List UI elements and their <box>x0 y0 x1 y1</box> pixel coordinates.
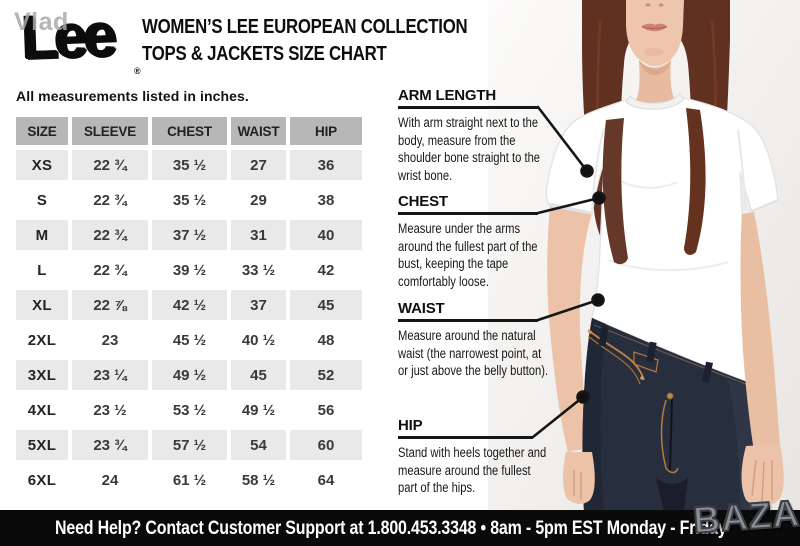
lee-logo: Lee ® <box>20 0 141 82</box>
page-title: WOMEN’S LEE EUROPEAN COLLECTION TOPS & J… <box>142 14 529 68</box>
table-row: 6XL 24 61 ½ 58 ½ 64 <box>16 465 363 495</box>
model-right-arm <box>740 212 780 452</box>
cell-chest: 45 ½ <box>172 331 207 349</box>
guide-section-hip: HIP Stand with heels together and measur… <box>398 418 556 497</box>
cell-sleeve: 23 ¾ <box>72 430 148 460</box>
table-row: L 22 ¾ 39 ½ 33 ½ 42 <box>16 255 363 285</box>
cell-size: 5XL <box>16 430 68 460</box>
cell-chest: 39 ½ <box>172 261 207 279</box>
col-header-sleeve: SLEEVE <box>72 117 148 145</box>
cell-waist: 40 ½ <box>241 331 276 349</box>
cell-size: 6XL <box>27 471 57 489</box>
cell-sleeve: 22 ¾ <box>72 150 148 180</box>
cell-hip: 40 <box>290 220 362 250</box>
guide-section-waist: WAIST Measure around the natural waist (… <box>398 301 556 380</box>
guide-body-waist: Measure around the natural waist (the na… <box>398 328 549 378</box>
cell-size: 3XL <box>16 360 68 390</box>
cell-hip: 52 <box>290 360 362 390</box>
col-header-hip: HIP <box>290 117 362 145</box>
table-row: 2XL 23 45 ½ 40 ½ 48 <box>16 325 363 355</box>
table-row: XL 22 ⅞ 42 ½ 37 45 <box>16 290 363 320</box>
cell-chest: 53 ½ <box>172 401 207 419</box>
watermark-bazar: BAZAR <box>691 490 800 542</box>
cell-hip: 36 <box>290 150 362 180</box>
cell-chest: 42 ½ <box>152 290 227 320</box>
guide-heading-hip: HIP <box>398 418 533 439</box>
cell-size: S <box>36 191 48 209</box>
cell-size: 4XL <box>27 401 57 419</box>
cell-waist: 49 ½ <box>241 401 276 419</box>
cell-size: L <box>37 261 47 279</box>
guide-heading-waist: WAIST <box>398 301 538 322</box>
cell-sleeve: 22 ¾ <box>93 191 127 209</box>
cell-waist: 54 <box>231 430 286 460</box>
col-header-size: SIZE <box>16 117 68 145</box>
cell-hip: 60 <box>290 430 362 460</box>
cell-sleeve: 22 ¾ <box>93 261 127 279</box>
cell-sleeve: 23 ¼ <box>72 360 148 390</box>
cell-waist: 33 ½ <box>241 261 276 279</box>
table-row: S 22 ¾ 35 ½ 29 38 <box>16 185 363 215</box>
cell-hip: 42 <box>317 261 335 279</box>
cell-chest: 37 ½ <box>152 220 227 250</box>
table-row: XS 22 ¾ 35 ½ 27 36 <box>16 150 363 180</box>
table-row: 3XL 23 ¼ 49 ½ 45 52 <box>16 360 363 390</box>
cell-waist: 45 <box>231 360 286 390</box>
cell-waist: 31 <box>231 220 286 250</box>
table-row: 5XL 23 ¾ 57 ½ 54 60 <box>16 430 363 460</box>
cell-sleeve: 22 ⅞ <box>72 290 148 320</box>
table-row: M 22 ¾ 37 ½ 31 40 <box>16 220 363 250</box>
cell-sleeve: 22 ¾ <box>72 220 148 250</box>
cell-hip: 38 <box>317 191 335 209</box>
cell-chest: 35 ½ <box>172 191 207 209</box>
model-neck <box>636 60 674 106</box>
guide-heading-chest: CHEST <box>398 194 538 215</box>
col-header-waist: WAIST <box>231 117 286 145</box>
support-text: Need Help? Contact Customer Support at 1… <box>55 518 727 539</box>
cell-waist: 37 <box>231 290 286 320</box>
cell-size: M <box>16 220 68 250</box>
watermark-vlad: Vlad <box>14 8 69 36</box>
cell-sleeve: 23 <box>101 331 119 349</box>
footer-bar: Need Help? Contact Customer Support at 1… <box>0 510 800 546</box>
guide-section-arm-length: ARM LENGTH With arm straight next to the… <box>398 88 556 184</box>
cell-waist: 58 ½ <box>241 471 276 489</box>
cell-size: 2XL <box>27 331 57 349</box>
guide-body-arm-length: With arm straight next to the body, meas… <box>398 115 541 183</box>
model-left-hand <box>563 452 595 504</box>
cell-sleeve: 24 <box>101 471 119 489</box>
cell-waist: 29 <box>250 191 267 209</box>
cell-waist: 27 <box>231 150 286 180</box>
guide-body-chest: Measure under the arms around the fulles… <box>398 221 538 289</box>
title-line-1: WOMEN’S LEE EUROPEAN COLLECTION <box>142 16 468 38</box>
cell-chest: 49 ½ <box>152 360 227 390</box>
guide-heading-arm-length: ARM LENGTH <box>398 88 538 109</box>
cell-size: XS <box>16 150 68 180</box>
cell-size: XL <box>16 290 68 320</box>
table-row: 4XL 23 ½ 53 ½ 49 ½ 56 <box>16 395 363 425</box>
title-line-2: TOPS & JACKETS SIZE CHART <box>142 43 387 65</box>
guide-section-chest: CHEST Measure under the arms around the … <box>398 194 556 290</box>
cell-chest: 61 ½ <box>172 471 207 489</box>
cell-hip: 45 <box>290 290 362 320</box>
registered-mark-icon: ® <box>134 66 141 76</box>
guide-body-hip: Stand with heels together and measure ar… <box>398 445 547 495</box>
measurements-note: All measurements listed in inches. <box>16 88 249 104</box>
cell-hip: 48 <box>317 331 335 349</box>
table-header-row: SIZE SLEEVE CHEST WAIST HIP <box>16 117 363 145</box>
size-table: SIZE SLEEVE CHEST WAIST HIP XS 22 ¾ 35 ½… <box>16 117 363 500</box>
cell-hip: 56 <box>317 401 335 419</box>
cell-sleeve: 23 ½ <box>93 401 127 419</box>
cell-hip: 64 <box>317 471 335 489</box>
cell-chest: 35 ½ <box>152 150 227 180</box>
model-face <box>626 0 684 67</box>
col-header-chest: CHEST <box>152 117 227 145</box>
cell-chest: 57 ½ <box>152 430 227 460</box>
